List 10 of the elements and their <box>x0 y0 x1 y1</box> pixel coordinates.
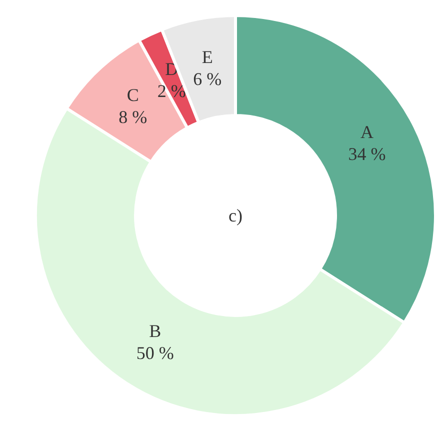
data-label: 6 % <box>193 69 222 90</box>
slice-label: A <box>360 122 374 142</box>
data-label: 50 % <box>136 343 174 364</box>
slice-label: B <box>149 321 162 342</box>
slice-label: E <box>202 47 213 68</box>
data-label: 2 % <box>157 80 186 101</box>
data-label: 8 % <box>118 107 148 128</box>
slice-label: C <box>126 85 139 106</box>
text: c) <box>228 206 242 226</box>
data-label: 34 % <box>348 144 386 164</box>
